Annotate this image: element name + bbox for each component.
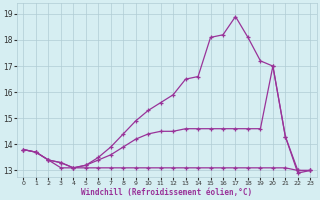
- X-axis label: Windchill (Refroidissement éolien,°C): Windchill (Refroidissement éolien,°C): [81, 188, 252, 197]
